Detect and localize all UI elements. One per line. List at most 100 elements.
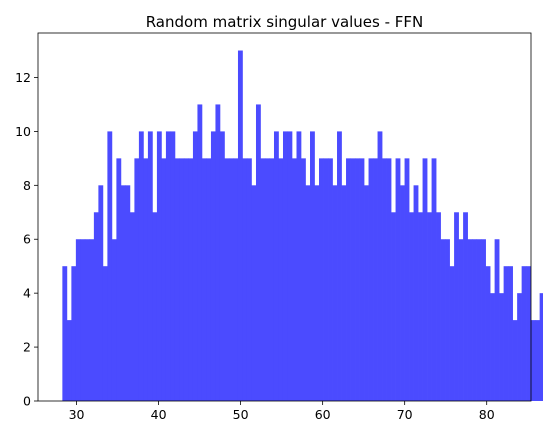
histogram-bar bbox=[237, 50, 243, 402]
histogram-bar bbox=[152, 212, 158, 401]
histogram-bar bbox=[346, 158, 351, 401]
histogram-bar bbox=[445, 239, 450, 401]
histogram-bar bbox=[89, 239, 95, 401]
histogram-bar bbox=[125, 185, 131, 401]
x-tick-label: 50 bbox=[233, 407, 249, 422]
histogram-bar bbox=[409, 212, 414, 401]
histogram-bar bbox=[341, 185, 347, 401]
histogram-bar bbox=[485, 266, 491, 401]
histogram-bar bbox=[138, 131, 144, 401]
x-tick-label: 60 bbox=[315, 407, 331, 422]
histogram-bar bbox=[395, 158, 401, 401]
histogram-bar bbox=[413, 185, 419, 401]
ticks-layer: 30 40 50 60 70 80 0 2 4 6 8 10 12 bbox=[15, 70, 495, 422]
histogram-bar bbox=[80, 239, 86, 401]
histogram-bar bbox=[66, 320, 72, 401]
histogram-bar bbox=[476, 239, 482, 401]
histogram-bar bbox=[161, 158, 167, 401]
histogram-bar bbox=[490, 293, 495, 401]
histogram-bar bbox=[499, 293, 504, 401]
histogram-bar bbox=[165, 131, 171, 401]
histogram-bar bbox=[508, 266, 513, 401]
histogram-bar bbox=[210, 131, 216, 401]
histogram-bar bbox=[530, 320, 536, 401]
histogram-bar bbox=[269, 158, 275, 401]
histogram-bar bbox=[75, 239, 81, 401]
histogram-bar bbox=[373, 158, 378, 401]
histogram-bar bbox=[278, 158, 284, 401]
histogram-bar bbox=[296, 131, 302, 401]
histogram-bar bbox=[233, 158, 239, 401]
x-tick-label: 40 bbox=[151, 407, 167, 422]
histogram-bar bbox=[287, 131, 293, 401]
histogram-bar bbox=[512, 320, 518, 401]
histogram-bar bbox=[174, 158, 180, 401]
histogram-bar bbox=[183, 158, 189, 401]
histogram-bar bbox=[197, 104, 203, 401]
histogram-bar bbox=[436, 212, 441, 401]
histogram-bar bbox=[526, 266, 531, 401]
histogram-bar bbox=[219, 131, 225, 401]
histogram-bar bbox=[246, 158, 252, 401]
histogram-bar bbox=[328, 158, 333, 401]
histogram-bar bbox=[332, 185, 338, 401]
histogram-bar bbox=[337, 131, 342, 401]
histogram-bar bbox=[255, 104, 261, 401]
histogram-bar bbox=[503, 266, 509, 401]
histogram-bar bbox=[400, 185, 405, 401]
histogram-bar bbox=[242, 158, 248, 401]
histogram-bar bbox=[134, 158, 140, 401]
histogram-bar bbox=[206, 158, 212, 401]
histogram-bar bbox=[170, 131, 176, 401]
histogram-bar bbox=[156, 131, 162, 401]
histogram-bar bbox=[517, 293, 522, 401]
histogram-bar bbox=[251, 185, 257, 401]
histogram-bar bbox=[535, 320, 540, 401]
bars-layer bbox=[62, 50, 543, 402]
y-tick-label: 0 bbox=[23, 394, 31, 409]
x-tick-label: 70 bbox=[397, 407, 413, 422]
histogram-bar bbox=[292, 158, 297, 401]
histogram-bar bbox=[260, 158, 266, 401]
histogram-bar bbox=[273, 131, 279, 401]
y-tick-label: 6 bbox=[23, 232, 31, 247]
histogram-bar bbox=[539, 293, 543, 401]
histogram-bar bbox=[188, 158, 194, 401]
histogram-bar bbox=[359, 158, 365, 401]
histogram-bar bbox=[422, 158, 428, 401]
histogram-bar bbox=[440, 239, 446, 401]
histogram-bar bbox=[386, 158, 392, 401]
histogram-bar bbox=[305, 185, 311, 401]
histogram-bar bbox=[143, 158, 149, 401]
y-tick-label: 2 bbox=[23, 340, 31, 355]
histogram-bar bbox=[179, 158, 185, 401]
histogram-bar bbox=[350, 158, 356, 401]
histogram-bar bbox=[224, 158, 230, 401]
histogram-bar bbox=[98, 185, 104, 401]
histogram-bar bbox=[427, 212, 432, 401]
histogram-bar bbox=[418, 212, 423, 401]
histogram-bar bbox=[107, 131, 113, 401]
histogram-bar bbox=[120, 185, 126, 401]
histogram-bar bbox=[116, 158, 122, 401]
histogram-bar bbox=[84, 239, 90, 401]
histogram-bar bbox=[147, 131, 153, 401]
histogram-bar bbox=[323, 158, 329, 401]
histogram-bar bbox=[494, 239, 500, 401]
histogram-bar bbox=[62, 266, 68, 401]
y-tick-label: 10 bbox=[15, 124, 31, 139]
histogram-bar bbox=[228, 158, 234, 401]
histogram-bar bbox=[431, 158, 437, 401]
histogram-bar bbox=[71, 266, 77, 401]
histogram-bar bbox=[521, 266, 527, 401]
histogram-bar bbox=[310, 131, 315, 401]
histogram-bar bbox=[454, 212, 459, 401]
histogram-bar bbox=[102, 266, 108, 401]
histogram-bar bbox=[368, 158, 374, 401]
histogram-bar bbox=[201, 158, 207, 401]
histogram-bar bbox=[377, 131, 383, 401]
histogram-bar bbox=[215, 104, 221, 401]
histogram-bar bbox=[192, 131, 198, 401]
histogram-bar bbox=[449, 266, 455, 401]
